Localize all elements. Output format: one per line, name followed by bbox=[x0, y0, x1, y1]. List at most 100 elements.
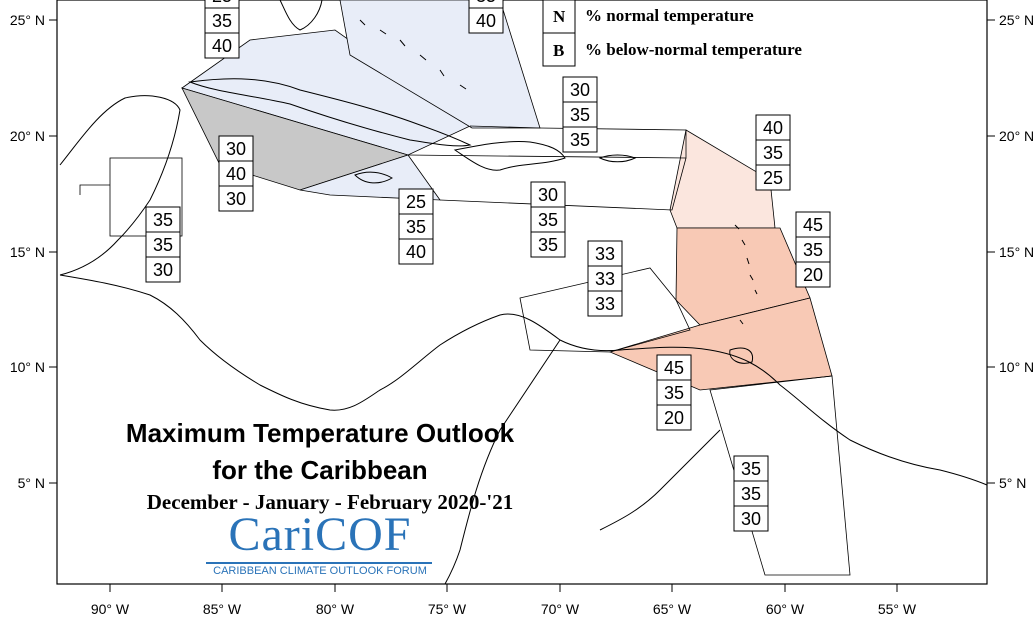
prob-cell bbox=[587, 290, 623, 317]
prob-value: 35 bbox=[476, 0, 496, 6]
prob-value: 35 bbox=[664, 383, 684, 403]
axis-ticks: 90° W 85° W 80° W 75° W 70° W 65° W 60° W 55° W… bbox=[10, 12, 1034, 617]
puerto-rico-coast bbox=[598, 154, 637, 163]
prob-box-leeward-north: 40 35 25 bbox=[755, 114, 791, 191]
prob-value: 45 bbox=[664, 358, 684, 378]
venezuela-river bbox=[599, 429, 721, 531]
jamaica-coast bbox=[354, 171, 393, 184]
y-tick-label-right: 5° N bbox=[999, 475, 1026, 491]
prob-cell bbox=[562, 126, 598, 153]
prob-value: 30 bbox=[226, 139, 246, 159]
prob-box-guianas: 35 35 30 bbox=[733, 455, 769, 532]
prob-cell bbox=[204, 7, 240, 34]
y-tick-label-left: 10° N bbox=[10, 359, 45, 375]
prob-value: 25 bbox=[212, 0, 232, 6]
prob-value: 35 bbox=[153, 210, 173, 230]
prob-value: 33 bbox=[595, 244, 615, 264]
prob-cell bbox=[145, 256, 181, 283]
x-tick-label: 55° W bbox=[878, 601, 917, 617]
y-tick-label-right: 25° N bbox=[999, 12, 1034, 28]
prob-cell bbox=[733, 505, 769, 532]
prob-cell bbox=[795, 236, 831, 263]
prob-cell bbox=[562, 76, 598, 103]
yucatan-coast bbox=[59, 95, 181, 276]
central-america-coast bbox=[59, 274, 988, 486]
y-tick-label-right: 10° N bbox=[999, 359, 1034, 375]
prob-cell bbox=[398, 238, 434, 265]
prob-box-cayman-west: 30 40 30 bbox=[218, 135, 254, 212]
prob-value: 40 bbox=[226, 164, 246, 184]
prob-box-hispaniola-south: 30 35 35 bbox=[530, 181, 566, 258]
region-belize-outline-2 bbox=[79, 184, 110, 195]
legend: N % normal temperature B % below-normal … bbox=[542, 0, 802, 67]
prob-value: 33 bbox=[595, 294, 615, 314]
prob-value: 45 bbox=[803, 215, 823, 235]
bahamas-islands bbox=[359, 19, 467, 90]
y-tick-label-right: 20° N bbox=[999, 128, 1034, 144]
florida-coast bbox=[279, 0, 323, 31]
prob-cell bbox=[468, 7, 504, 34]
prob-box-belize: 35 35 30 bbox=[145, 206, 181, 283]
legend-key-n: N bbox=[553, 7, 566, 26]
prob-value: 25 bbox=[406, 192, 426, 212]
logo-subtitle: CARIBBEAN CLIMATE OUTLOOK FORUM bbox=[213, 565, 427, 577]
logo-wordmark: CariCOF bbox=[228, 508, 412, 561]
prob-value: 35 bbox=[570, 130, 590, 150]
hispaniola-coast bbox=[453, 141, 566, 171]
legend-label-b: % below-normal temperature bbox=[585, 40, 802, 59]
region-hispaniola-south-outline bbox=[439, 157, 687, 211]
x-tick-label: 85° W bbox=[203, 601, 242, 617]
cuba-coast bbox=[188, 78, 472, 147]
prob-cell bbox=[530, 181, 566, 208]
prob-value: 35 bbox=[153, 235, 173, 255]
probability-boxes: 2535403540303535304030353530253540303535… bbox=[145, 0, 831, 532]
prob-cell bbox=[530, 231, 566, 258]
legend-key-box-b bbox=[542, 32, 576, 67]
prob-value: 35 bbox=[763, 143, 783, 163]
prob-value: 25 bbox=[763, 168, 783, 188]
prob-value: 35 bbox=[538, 210, 558, 230]
prob-box-bahamas-north-west: 25 35 40 bbox=[204, 0, 240, 59]
prob-box-abc-islands: 33 33 33 bbox=[587, 240, 623, 317]
prob-value: 35 bbox=[212, 11, 232, 31]
prob-cell bbox=[656, 379, 692, 406]
prob-value: 35 bbox=[803, 240, 823, 260]
region-abc-outline bbox=[519, 267, 691, 353]
prob-cell bbox=[656, 404, 692, 431]
forecast-period: December - January - February 2020-'21 bbox=[146, 490, 514, 514]
prob-value: 40 bbox=[476, 11, 496, 31]
caricof-logo: CariCOF CARIBBEAN CLIMATE OUTLOOK FORUM bbox=[200, 508, 440, 579]
y-tick-label-left: 25° N bbox=[10, 12, 45, 28]
x-tick-label: 60° W bbox=[766, 601, 805, 617]
x-tick-label: 65° W bbox=[653, 601, 692, 617]
prob-box-leeward-south: 45 35 20 bbox=[795, 211, 831, 288]
prob-value: 40 bbox=[212, 36, 232, 56]
prob-cell bbox=[755, 114, 791, 141]
x-tick-label: 70° W bbox=[541, 601, 580, 617]
prob-value: 40 bbox=[763, 118, 783, 138]
legend-key-b: B bbox=[553, 41, 564, 60]
prob-cell bbox=[733, 455, 769, 482]
prob-value: 20 bbox=[664, 408, 684, 428]
prob-cell bbox=[204, 32, 240, 59]
prob-cell bbox=[755, 139, 791, 166]
prob-cell bbox=[218, 135, 254, 162]
coastlines bbox=[59, 0, 988, 585]
y-tick-label-left: 15° N bbox=[10, 244, 45, 260]
y-tick-label-left: 5° N bbox=[18, 475, 45, 491]
trinidad-coast bbox=[729, 347, 754, 364]
prob-cell bbox=[398, 213, 434, 240]
legend-label-n: % normal temperature bbox=[585, 6, 754, 25]
region-hispaniola-outline bbox=[407, 125, 687, 159]
prob-value: 33 bbox=[595, 269, 615, 289]
prob-box-turks-caicos: 30 35 35 bbox=[562, 76, 598, 153]
prob-cell bbox=[795, 261, 831, 288]
logo-divider bbox=[206, 562, 432, 564]
prob-cell bbox=[562, 101, 598, 128]
prob-box-jamaica: 25 35 40 bbox=[398, 188, 434, 265]
prob-box-trinidad: 45 35 20 bbox=[656, 354, 692, 431]
forecast-regions bbox=[79, 0, 851, 576]
prob-value: 35 bbox=[538, 235, 558, 255]
y-tick-label-right: 15° N bbox=[999, 244, 1034, 260]
